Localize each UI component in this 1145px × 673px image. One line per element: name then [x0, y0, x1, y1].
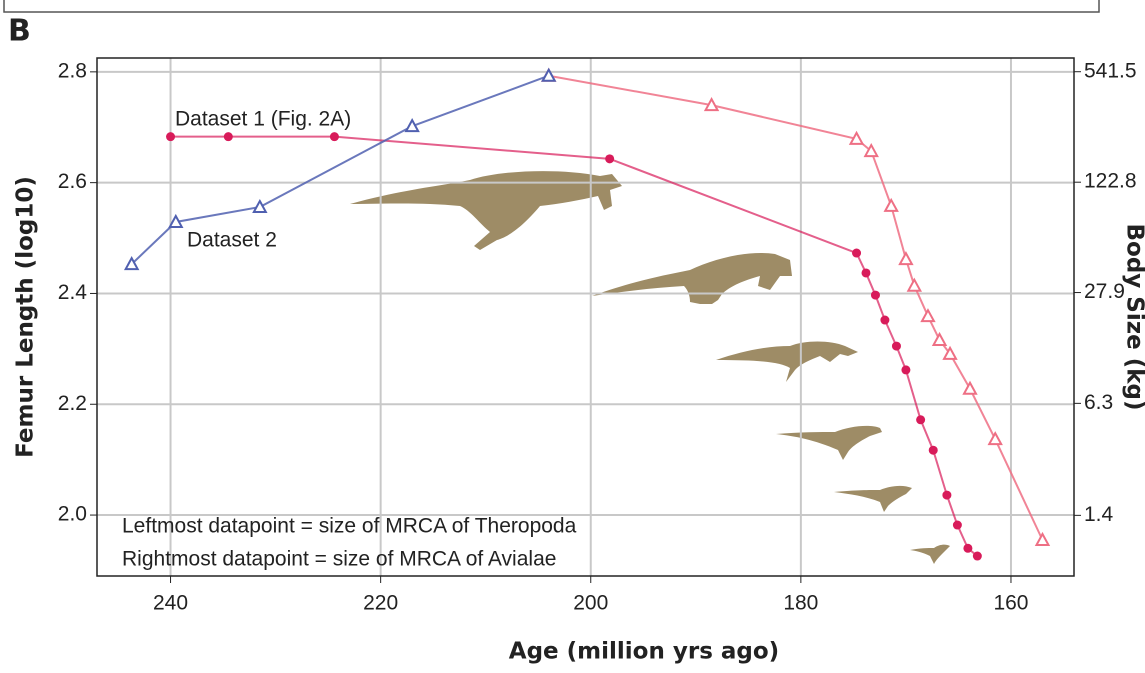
data-point — [852, 249, 861, 258]
series-line — [549, 76, 1043, 540]
y2-tick-label: 1.4 — [1084, 503, 1114, 526]
data-point — [885, 200, 897, 211]
y-tick-label: 2.6 — [58, 170, 87, 193]
silhouette — [716, 342, 858, 383]
annotation: Leftmost datapoint = size of MRCA of The… — [122, 515, 577, 538]
x-tick-label: 200 — [573, 592, 608, 615]
y-tick-label: 2.8 — [58, 59, 87, 82]
data-point — [1036, 534, 1048, 545]
y-axis-title: Femur Length (log10) — [13, 176, 39, 458]
x-axis-title: Age (million yrs ago) — [509, 639, 779, 665]
y2-tick-label: 122.8 — [1084, 170, 1137, 193]
x-tick-label: 180 — [783, 592, 818, 615]
data-point — [901, 365, 910, 374]
x-tick-label: 160 — [993, 592, 1028, 615]
data-point — [605, 154, 614, 163]
data-point — [871, 291, 880, 300]
y-tick-label: 2.2 — [58, 392, 87, 415]
data-point — [922, 310, 934, 321]
x-tick-label: 240 — [153, 592, 188, 615]
x-tick-label: 220 — [363, 592, 398, 615]
y2-axis-title: Body Size (kg) — [1122, 223, 1145, 410]
data-point — [224, 132, 233, 141]
data-point — [989, 433, 1001, 444]
silhouette — [834, 486, 912, 512]
data-point — [330, 132, 339, 141]
silhouettes — [350, 171, 950, 564]
data-point — [892, 342, 901, 351]
data-point — [908, 280, 920, 291]
annotation: Rightmost datapoint = size of MRCA of Av… — [122, 548, 556, 571]
data-point — [900, 253, 912, 264]
data-point — [929, 446, 938, 455]
y2-tick-label: 6.3 — [1084, 391, 1113, 414]
data-point — [942, 491, 951, 500]
data-point — [934, 334, 946, 345]
silhouette — [776, 426, 882, 460]
data-point — [916, 415, 925, 424]
y2-tick-label: 541.5 — [1084, 59, 1137, 82]
data-point — [964, 383, 976, 394]
silhouette — [910, 545, 950, 564]
silhouette — [592, 253, 792, 304]
series-label: Dataset 1 (Fig. 2A) — [175, 108, 351, 131]
data-point — [963, 544, 972, 553]
y-tick-label: 2.0 — [58, 503, 87, 526]
panel-label: B — [8, 14, 31, 49]
data-point — [861, 268, 870, 277]
y2-tick-label: 27.9 — [1084, 280, 1125, 303]
series-label: Dataset 2 — [187, 229, 277, 252]
y-tick-label: 2.4 — [58, 281, 88, 304]
data-point — [254, 201, 266, 212]
data-point — [953, 521, 962, 530]
data-point — [973, 552, 982, 561]
panel-a-edge — [4, 0, 1099, 12]
data-point — [880, 316, 889, 325]
data-point — [166, 132, 175, 141]
